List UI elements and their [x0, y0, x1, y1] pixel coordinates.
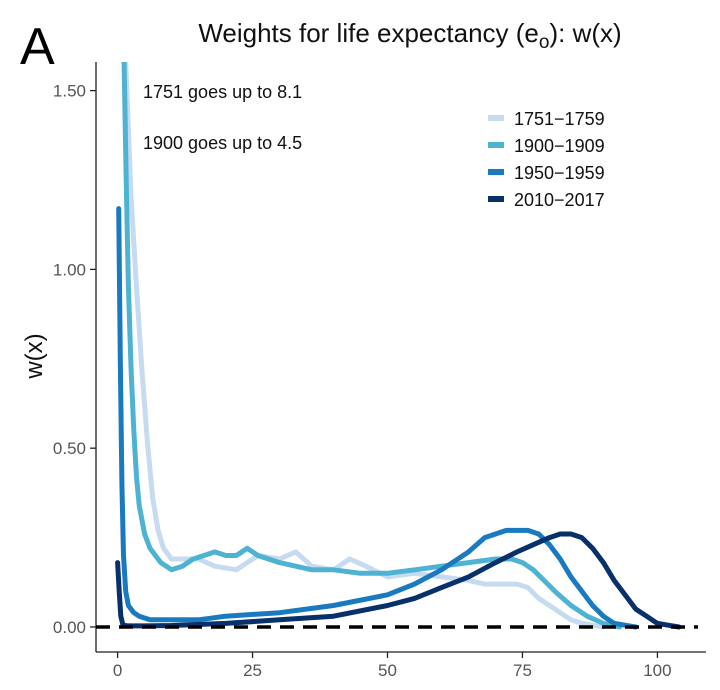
y-tick-label: 1.50: [53, 82, 86, 101]
y-axis-label: w(x): [21, 333, 48, 379]
x-tick-label: 25: [243, 661, 262, 680]
chart-title-tail: ): w(x): [549, 18, 621, 48]
x-tick-label: 100: [643, 661, 671, 680]
chart-title: Weights for life expectancy (eo): w(x): [198, 18, 621, 53]
series-line-1: [121, 62, 623, 630]
series-line-3: [115, 531, 682, 630]
series-layer: [96, 62, 698, 630]
legend-label-3: 2010−2017: [514, 190, 605, 210]
x-tick-label: 0: [113, 661, 122, 680]
legend: 1751−1759 1900−1909 1950−1959 2010−2017: [488, 109, 605, 210]
series-line-0: [123, 62, 606, 630]
chart-title-subscript: o: [539, 32, 550, 53]
panel-label: A: [20, 18, 55, 76]
x-tick-label: 50: [378, 661, 397, 680]
series-line-2: [116, 206, 639, 630]
y-tick-label: 0.50: [53, 439, 86, 458]
x-tick-label: 75: [513, 661, 532, 680]
legend-label-0: 1751−1759: [514, 109, 605, 129]
annotation-1900: 1900 goes up to 4.5: [143, 133, 302, 153]
legend-label-1: 1900−1909: [514, 136, 605, 156]
axes: 0.00 0.50 1.00 1.50 0 25 50 75 100: [53, 62, 706, 680]
legend-label-2: 1950−1959: [514, 163, 605, 183]
annotation-1751: 1751 goes up to 8.1: [143, 82, 302, 102]
chart-title-main: Weights for life expectancy (e: [198, 18, 539, 48]
y-tick-label: 0.00: [53, 618, 86, 637]
y-tick-label: 1.00: [53, 260, 86, 279]
